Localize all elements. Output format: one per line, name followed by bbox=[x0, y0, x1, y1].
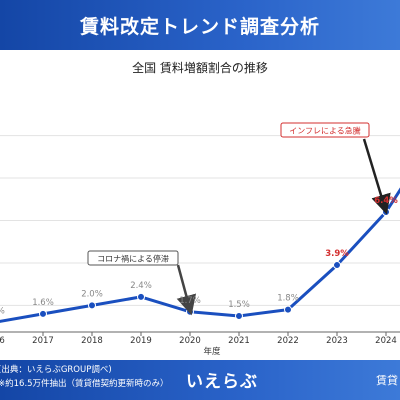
footer-bar: (出典：いえらぶGROUP調べ) ※約16.5万件抽出（賃貸借契約更新時のみ） … bbox=[0, 360, 400, 400]
series-line bbox=[0, 187, 400, 323]
source-line-2: ※約16.5万件抽出（賃貸借契約更新時のみ） bbox=[0, 379, 169, 389]
data-label: 1.5% bbox=[228, 300, 250, 310]
footer-right-text: 賃貸 bbox=[376, 374, 398, 387]
header-bar: 賃料改定トレンド調査分析 bbox=[0, 0, 400, 50]
footer-source: (出典：いえらぶGROUP調べ) ※約16.5万件抽出（賃貸借契約更新時のみ） bbox=[0, 363, 169, 391]
data-point bbox=[382, 208, 390, 216]
annotation-arrow-covid bbox=[176, 264, 197, 316]
x-tick-label: 2018 bbox=[81, 336, 103, 346]
data-point bbox=[186, 307, 194, 316]
data-label: 1.6% bbox=[32, 298, 54, 308]
data-label: 1.7% bbox=[179, 296, 201, 306]
x-tick-label: 2021 bbox=[228, 336, 250, 346]
data-point bbox=[333, 261, 341, 270]
chart-title: 全国 賃料増額割合の推移 bbox=[132, 61, 268, 75]
annotation-box-covid bbox=[87, 250, 179, 266]
data-label: 2.0% bbox=[81, 289, 103, 299]
source-line-1: (出典：いえらぶGROUP調べ) bbox=[0, 365, 112, 375]
data-label: 6.4% bbox=[374, 196, 398, 206]
annotation-arrow-inflation bbox=[362, 138, 391, 215]
x-tick-label: 2022 bbox=[277, 336, 299, 346]
data-label: 1.8% bbox=[277, 294, 299, 304]
data-point bbox=[39, 309, 47, 318]
data-point bbox=[284, 305, 292, 314]
annotation-text-covid: コロナ禍による停滞 bbox=[97, 254, 169, 264]
data-point bbox=[88, 301, 96, 310]
data-point bbox=[235, 312, 243, 320]
x-axis-label: 年度 bbox=[203, 346, 221, 357]
data-label: 1.2% bbox=[0, 306, 5, 316]
x-tick-label: 2019 bbox=[130, 336, 152, 346]
data-label: 2.4% bbox=[130, 281, 152, 291]
x-tick-label: 2017 bbox=[32, 336, 54, 346]
x-tick-label: 2016 bbox=[0, 336, 5, 346]
annotation-box-inflation bbox=[280, 122, 370, 138]
data-label: 3.9% bbox=[325, 249, 349, 259]
brand-logo: いえらぶ bbox=[186, 372, 258, 392]
x-tick-label: 2024 bbox=[375, 336, 397, 346]
chart-area: 全国 賃料増額割合の推移 コロナ禍による停滞 インフレによる急騰 1.2% 1.6%… bbox=[0, 50, 400, 360]
data-point bbox=[137, 292, 145, 301]
line-chart: コロナ禍による停滞 インフレによる急騰 1.2% 1.6% 2.0% 2.4% 1.7% 1… bbox=[0, 122, 400, 357]
x-tick-label: 2023 bbox=[326, 336, 348, 346]
page-title: 賃料改定トレンド調査分析 bbox=[79, 15, 320, 38]
x-tick-label: 2020 bbox=[179, 336, 201, 346]
annotation-text-inflation: インフレによる急騰 bbox=[289, 126, 361, 136]
